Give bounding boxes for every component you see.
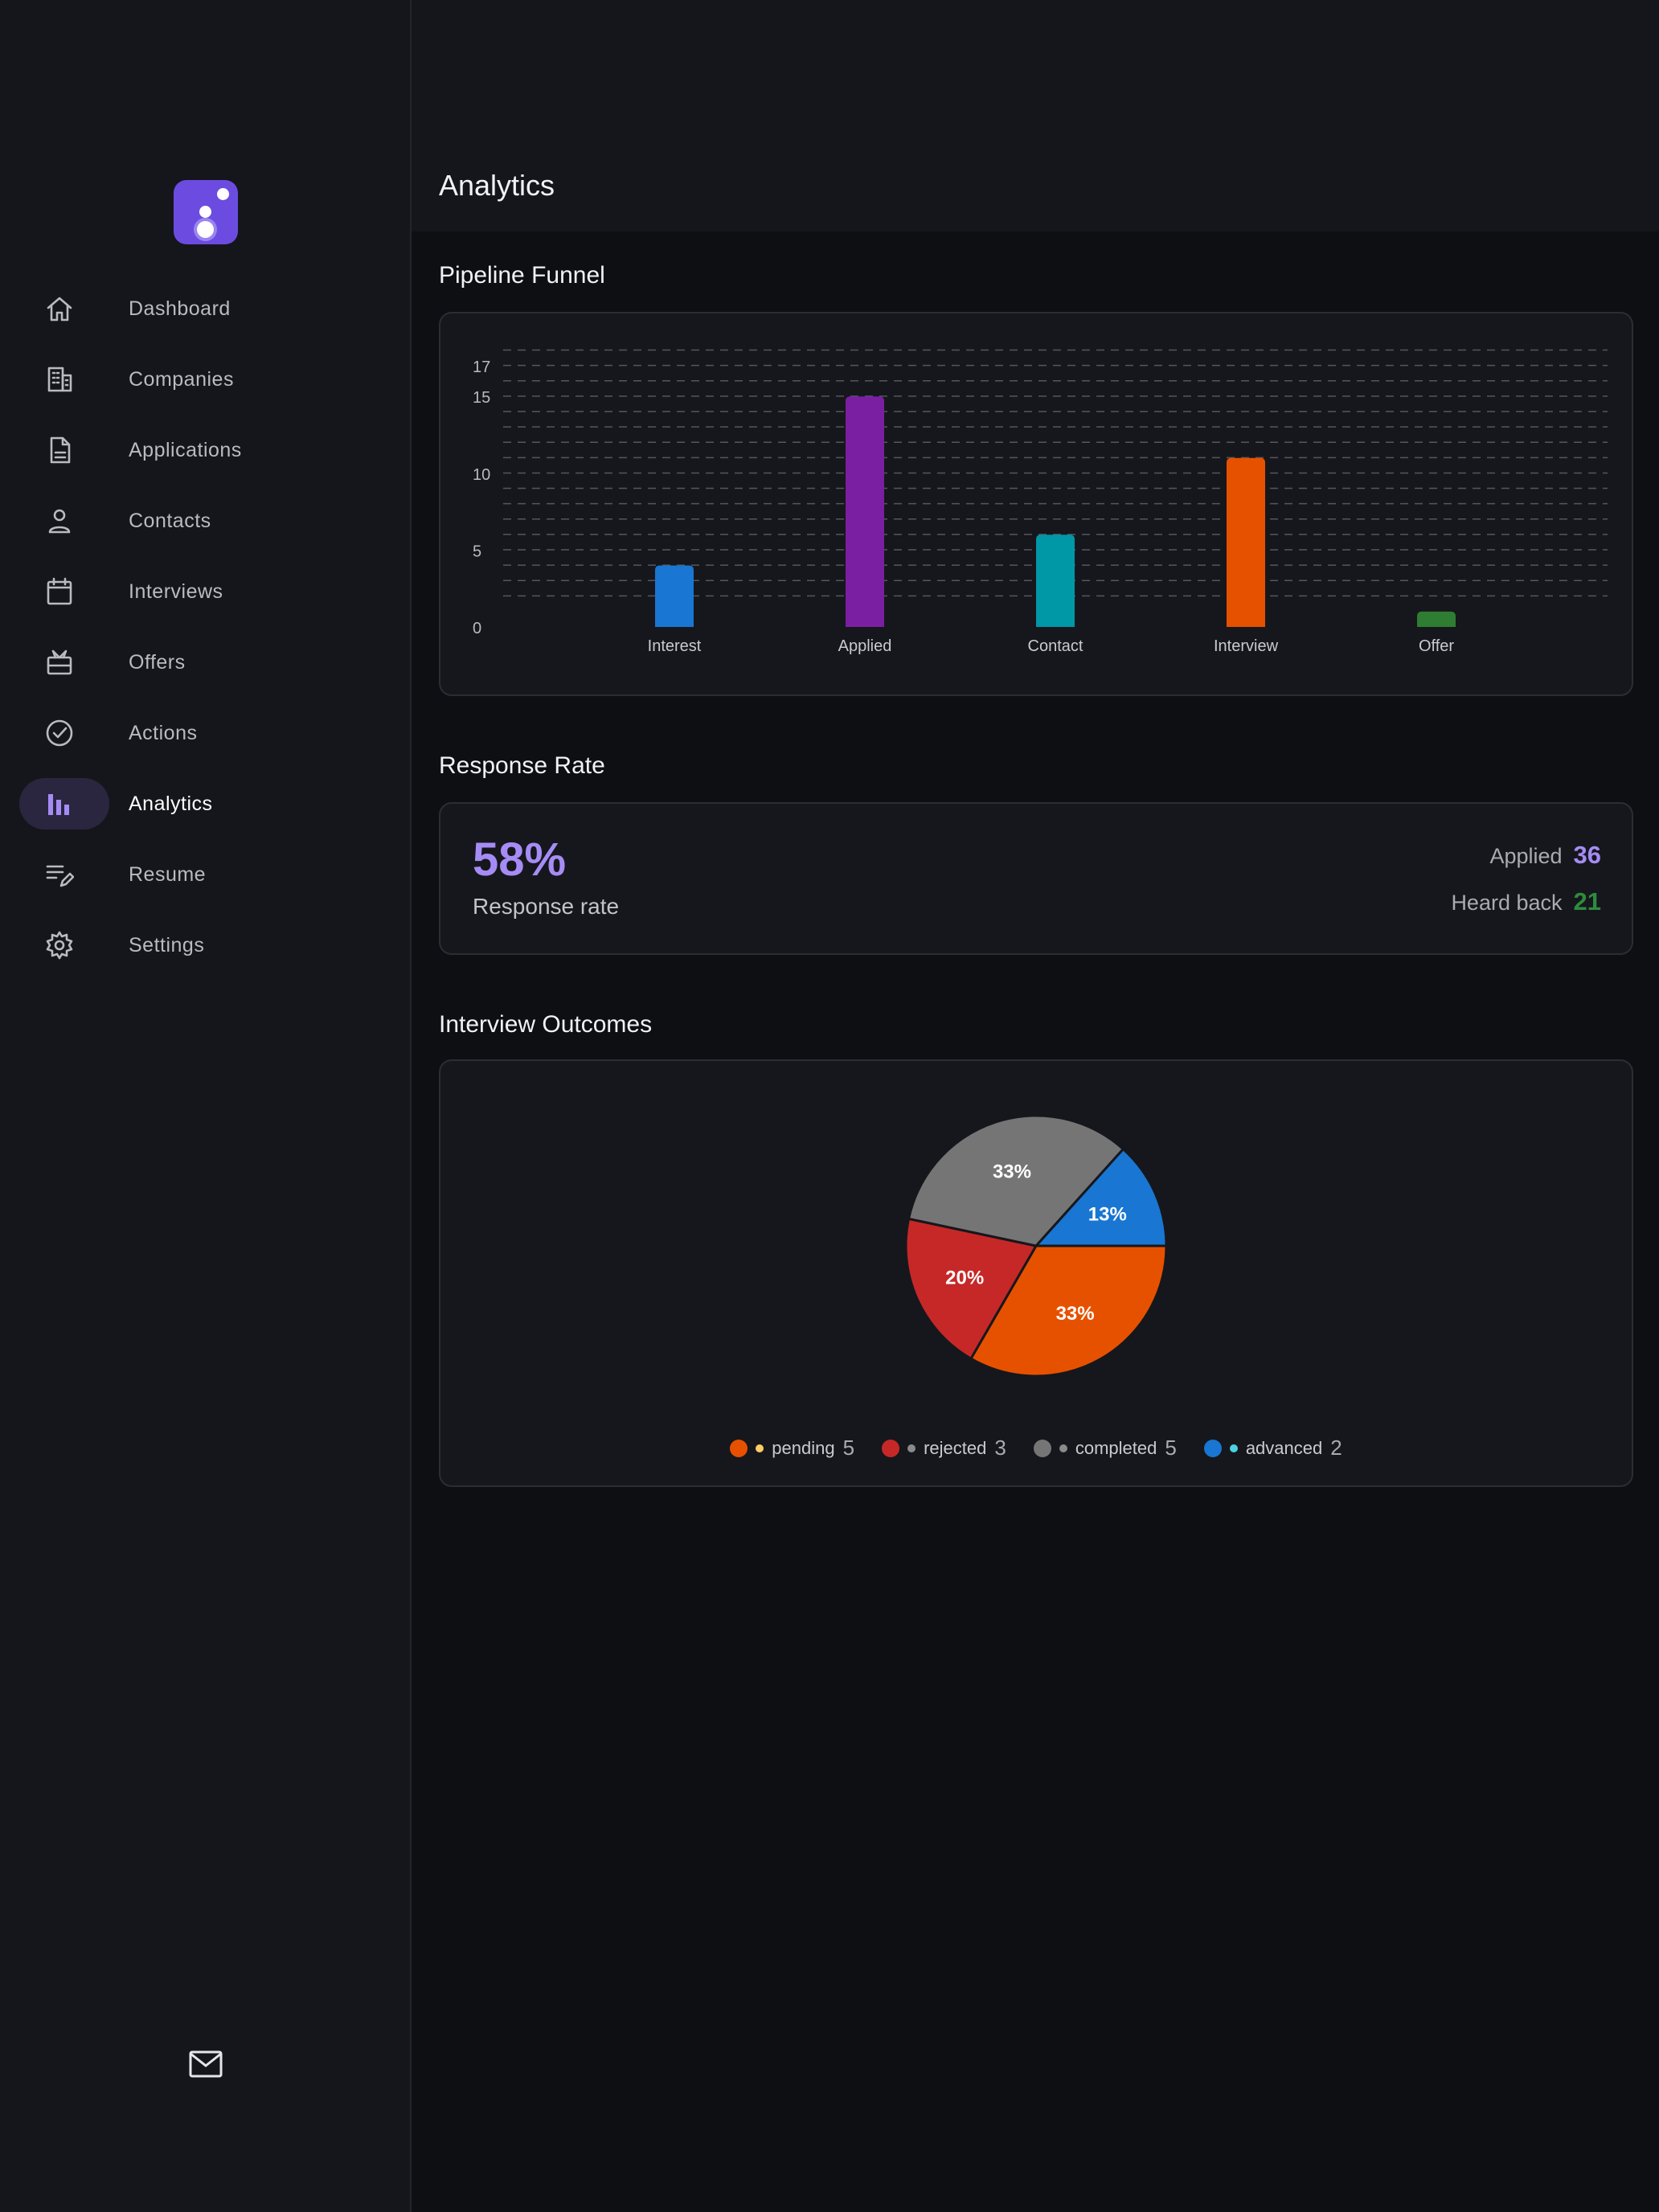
- gift-icon: [45, 648, 74, 677]
- person-icon: [45, 506, 74, 535]
- bar-applied[interactable]: [846, 396, 884, 627]
- sidebar-item-label: Analytics: [129, 792, 213, 815]
- sidebar-item-resume[interactable]: Resume: [19, 849, 392, 900]
- mail-icon[interactable]: [188, 2050, 223, 2079]
- applied-label: Applied: [1489, 844, 1563, 868]
- legend-label: rejected: [924, 1437, 987, 1458]
- legend-dot: [756, 1444, 764, 1452]
- response-rate-value: 58%: [473, 834, 567, 886]
- edit-note-icon: [45, 860, 74, 889]
- legend-label: completed: [1075, 1437, 1157, 1458]
- legend-dot: [1229, 1444, 1238, 1452]
- legend-swatch: [882, 1439, 900, 1457]
- pie-slice-advanced[interactable]: [1033, 1147, 1168, 1247]
- legend-swatch: [730, 1439, 748, 1457]
- pie-slice-rejected[interactable]: [904, 1217, 1038, 1361]
- legend-count: 5: [1165, 1436, 1177, 1460]
- pipeline-bar-chart: 0 5 10 15 17 Interest Applied Contact Interview O…: [473, 349, 1608, 655]
- document-icon: [45, 436, 74, 465]
- active-indicator: [19, 778, 109, 830]
- applied-value: 36: [1573, 841, 1601, 869]
- legend-item-advanced[interactable]: advanced 2: [1203, 1436, 1342, 1460]
- x-tick-label: Applied: [838, 637, 892, 655]
- sidebar-item-label: Contacts: [129, 509, 211, 532]
- home-icon: [45, 294, 74, 323]
- legend-swatch: [1033, 1439, 1051, 1457]
- heard-back-label: Heard back: [1451, 891, 1563, 915]
- x-tick-label: Interview: [1214, 637, 1279, 655]
- bar-interview[interactable]: [1227, 457, 1265, 627]
- sidebar-item-label: Offers: [129, 650, 186, 674]
- sidebar-item-label: Applications: [129, 438, 242, 461]
- y-tick-label: 5: [473, 543, 481, 560]
- heard-back-stat: Heard back 21: [1451, 887, 1601, 916]
- legend-item-completed[interactable]: completed 5: [1033, 1436, 1177, 1460]
- sidebar-item-companies[interactable]: Companies: [19, 354, 392, 405]
- x-tick-label: Contact: [1028, 637, 1083, 655]
- sidebar-item-label: Dashboard: [129, 297, 231, 320]
- calendar-icon: [45, 577, 74, 606]
- sidebar-item-settings[interactable]: Settings: [19, 920, 392, 971]
- sidebar-item-applications[interactable]: Applications: [19, 424, 392, 476]
- applied-stat: Applied 36: [1489, 841, 1601, 870]
- pie-slice-completed[interactable]: [907, 1114, 1125, 1247]
- sidebar-item-interviews[interactable]: Interviews: [19, 566, 392, 617]
- y-tick-label: 17: [473, 358, 490, 376]
- sidebar-item-offers[interactable]: Offers: [19, 637, 392, 688]
- interview-outcomes-title: Interview Outcomes: [439, 1011, 653, 1038]
- response-rate-label: Response rate: [473, 894, 620, 919]
- check-circle-icon: [45, 719, 74, 748]
- pie-slice-label: 20%: [945, 1268, 984, 1289]
- response-rate-card: 58% Response rate Applied 36 Heard back …: [439, 802, 1633, 955]
- legend-item-rejected[interactable]: rejected 3: [882, 1436, 1006, 1460]
- bar-interest[interactable]: [655, 565, 694, 627]
- sidebar-item-dashboard[interactable]: Dashboard: [19, 283, 392, 334]
- x-tick-label: Offer: [1419, 637, 1454, 655]
- legend-dot: [1059, 1444, 1067, 1452]
- pie-slice-pending[interactable]: [969, 1244, 1168, 1378]
- sidebar-item-label: Settings: [129, 933, 205, 956]
- pie-slice-label: 13%: [1088, 1203, 1127, 1225]
- pie-slice-label: 33%: [993, 1161, 1031, 1183]
- pie-slice-label: 33%: [1056, 1303, 1095, 1325]
- analytics-icon: [45, 789, 74, 818]
- heard-back-value: 21: [1573, 887, 1601, 916]
- sidebar: Dashboard Companies Applications Contacts In…: [0, 0, 412, 2212]
- building-icon: [45, 365, 74, 394]
- pie-legend: pending 5 rejected 3 completed 5 advanced 2: [440, 1436, 1632, 1460]
- legend-count: 3: [994, 1436, 1006, 1460]
- legend-label: pending: [772, 1437, 835, 1458]
- page-title: Analytics: [439, 169, 555, 202]
- legend-item-pending[interactable]: pending 5: [730, 1436, 854, 1460]
- x-tick-label: Interest: [648, 637, 702, 655]
- response-rate-title: Response Rate: [439, 752, 605, 779]
- sidebar-item-actions[interactable]: Actions: [19, 707, 392, 759]
- sidebar-item-label: Resume: [129, 862, 207, 886]
- legend-count: 5: [842, 1436, 855, 1460]
- pipeline-funnel-card: 0 5 10 15 17 Interest Applied Contact Interview O…: [439, 312, 1633, 696]
- interview-outcomes-pie-chart: 33% 20% 33% 13%: [904, 1114, 1168, 1378]
- gear-icon: [45, 931, 74, 960]
- sidebar-item-label: Actions: [129, 721, 198, 744]
- legend-swatch: [1203, 1439, 1222, 1457]
- legend-label: advanced: [1245, 1437, 1323, 1458]
- sidebar-item-contacts[interactable]: Contacts: [19, 495, 392, 547]
- sidebar-item-label: Interviews: [129, 580, 223, 603]
- sidebar-item-label: Companies: [129, 367, 234, 391]
- y-tick-label: 0: [473, 620, 481, 637]
- legend-count: 2: [1330, 1436, 1342, 1460]
- app-logo[interactable]: [174, 180, 238, 244]
- sidebar-item-analytics[interactable]: Analytics: [19, 778, 392, 830]
- sidebar-nav: Dashboard Companies Applications Contacts In…: [19, 283, 392, 990]
- page-header: [412, 0, 1659, 231]
- pipeline-funnel-title: Pipeline Funnel: [439, 262, 605, 289]
- interview-outcomes-card: 33% 20% 33% 13% pending 5 rejected 3 completed 5…: [439, 1059, 1633, 1487]
- legend-dot: [907, 1444, 916, 1452]
- bar-contact[interactable]: [1036, 535, 1075, 627]
- y-tick-label: 15: [473, 389, 490, 407]
- bar-offer[interactable]: [1417, 611, 1456, 627]
- y-tick-label: 10: [473, 466, 490, 484]
